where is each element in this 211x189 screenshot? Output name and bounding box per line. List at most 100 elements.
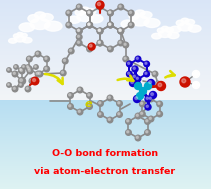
Circle shape	[135, 76, 141, 82]
Circle shape	[87, 46, 92, 52]
Ellipse shape	[152, 33, 161, 39]
FancyArrowPatch shape	[45, 74, 63, 84]
Circle shape	[109, 23, 111, 25]
Ellipse shape	[20, 33, 27, 37]
Ellipse shape	[44, 21, 62, 31]
Circle shape	[76, 4, 82, 10]
Circle shape	[123, 42, 128, 48]
Circle shape	[133, 67, 135, 69]
Circle shape	[69, 105, 71, 107]
Circle shape	[119, 29, 121, 31]
Circle shape	[27, 56, 32, 62]
Circle shape	[78, 110, 80, 112]
Circle shape	[97, 4, 103, 10]
Ellipse shape	[81, 7, 89, 12]
Circle shape	[77, 29, 80, 31]
Circle shape	[149, 117, 151, 119]
Circle shape	[78, 88, 80, 90]
Circle shape	[97, 28, 103, 34]
FancyArrowPatch shape	[118, 76, 133, 81]
Circle shape	[68, 104, 73, 109]
Circle shape	[180, 77, 190, 87]
Circle shape	[137, 92, 143, 99]
Ellipse shape	[68, 16, 81, 23]
Circle shape	[153, 72, 156, 74]
Circle shape	[118, 40, 124, 46]
Circle shape	[87, 10, 92, 16]
Circle shape	[68, 48, 74, 54]
Circle shape	[133, 75, 135, 77]
Circle shape	[34, 65, 38, 69]
Circle shape	[77, 29, 80, 31]
Ellipse shape	[9, 38, 17, 43]
Circle shape	[192, 81, 199, 88]
Circle shape	[88, 23, 90, 25]
Circle shape	[67, 11, 69, 13]
Circle shape	[61, 71, 64, 73]
Circle shape	[22, 65, 26, 69]
Circle shape	[19, 77, 26, 84]
Circle shape	[119, 5, 121, 7]
Circle shape	[182, 79, 186, 83]
Circle shape	[87, 22, 92, 28]
Circle shape	[192, 70, 199, 77]
Circle shape	[45, 57, 47, 59]
Circle shape	[151, 93, 154, 95]
Circle shape	[23, 66, 24, 67]
Circle shape	[36, 52, 38, 54]
Circle shape	[139, 88, 146, 94]
Circle shape	[118, 113, 120, 115]
Ellipse shape	[89, 15, 103, 23]
Ellipse shape	[17, 32, 23, 36]
Circle shape	[87, 22, 92, 28]
Circle shape	[68, 93, 73, 98]
Circle shape	[108, 22, 113, 28]
Circle shape	[127, 61, 132, 67]
Circle shape	[66, 22, 72, 28]
Circle shape	[147, 80, 154, 87]
Ellipse shape	[40, 14, 53, 21]
Circle shape	[145, 83, 151, 90]
Circle shape	[135, 97, 138, 100]
Ellipse shape	[161, 26, 169, 30]
Circle shape	[36, 72, 38, 74]
Text: e: e	[84, 99, 92, 109]
Circle shape	[97, 40, 103, 46]
Text: via atom-electron transfer: via atom-electron transfer	[34, 167, 176, 176]
Circle shape	[60, 70, 66, 76]
Circle shape	[88, 23, 90, 25]
Ellipse shape	[131, 16, 149, 26]
Circle shape	[77, 41, 80, 43]
Circle shape	[145, 72, 147, 74]
Circle shape	[109, 23, 111, 25]
Circle shape	[150, 91, 157, 98]
Circle shape	[132, 74, 138, 80]
Circle shape	[76, 34, 82, 40]
Circle shape	[87, 93, 92, 98]
Circle shape	[146, 105, 149, 108]
Circle shape	[98, 5, 100, 7]
FancyArrowPatch shape	[165, 71, 175, 77]
Ellipse shape	[129, 12, 139, 19]
Circle shape	[109, 11, 111, 13]
Circle shape	[139, 111, 145, 117]
Circle shape	[98, 41, 100, 43]
Circle shape	[128, 10, 134, 16]
Ellipse shape	[144, 19, 160, 28]
Circle shape	[76, 40, 82, 46]
Circle shape	[145, 62, 147, 64]
Circle shape	[28, 69, 30, 71]
Circle shape	[130, 80, 137, 87]
Circle shape	[32, 79, 36, 82]
Circle shape	[25, 86, 31, 92]
Circle shape	[119, 29, 121, 31]
Circle shape	[97, 28, 103, 34]
Circle shape	[88, 94, 90, 96]
Circle shape	[66, 10, 72, 16]
Circle shape	[109, 47, 111, 49]
Circle shape	[148, 116, 154, 122]
Circle shape	[77, 5, 80, 7]
Circle shape	[45, 67, 47, 69]
Circle shape	[118, 4, 124, 10]
Circle shape	[108, 10, 113, 16]
